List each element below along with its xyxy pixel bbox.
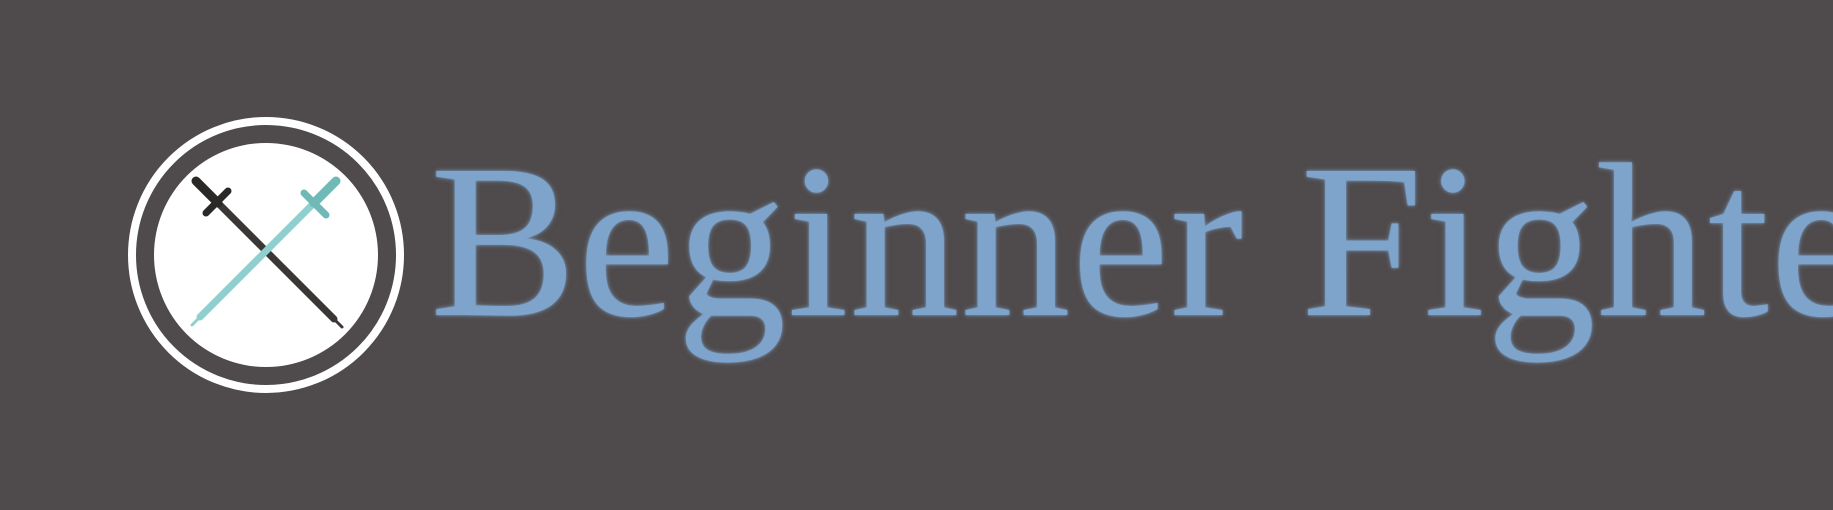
- logo-emblem: [126, 115, 406, 395]
- crossed-swords-icon: [128, 117, 404, 393]
- outer-ring: [128, 117, 404, 393]
- light-sword: [190, 176, 341, 327]
- banner-title: Beginner Fighter: [430, 119, 1833, 363]
